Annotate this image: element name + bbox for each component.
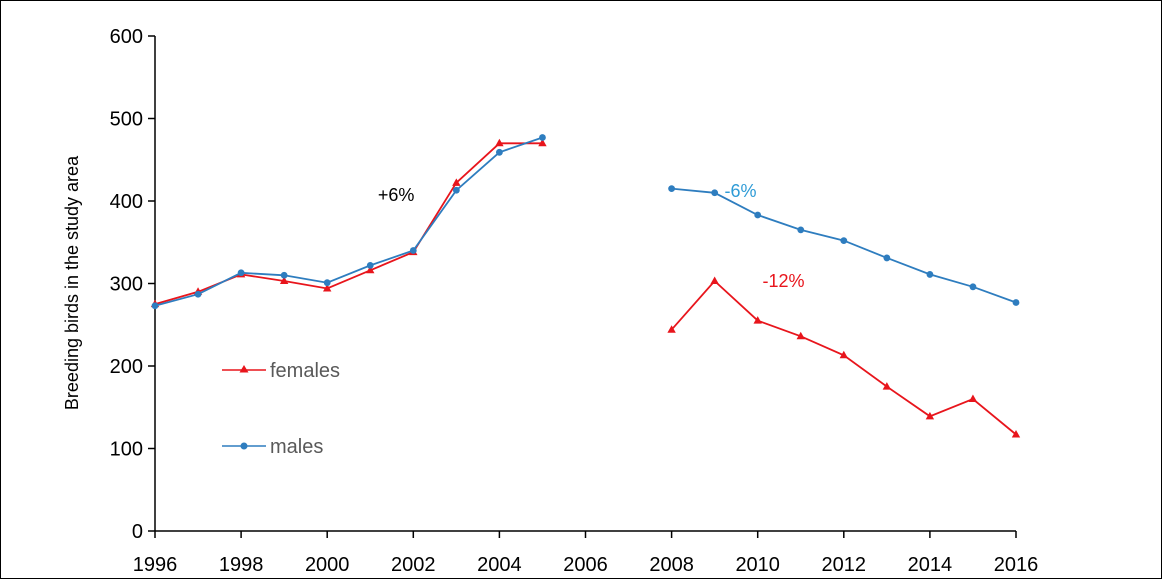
- females-point: [839, 350, 848, 359]
- females-point: [323, 283, 332, 292]
- x-axis-ticks: 1996 1998 2000 2002 2004 2006 2008 2010 2012 2014…: [133, 531, 1039, 576]
- males-point: [366, 261, 374, 269]
- x-tick-label: 2012: [822, 554, 867, 576]
- females-point: [882, 382, 892, 390]
- legend-males-label: males: [270, 436, 323, 458]
- legend-item-males: males: [222, 436, 323, 458]
- males-point: [840, 237, 848, 245]
- x-tick-label: 2000: [305, 554, 350, 576]
- x-tick-label: 2014: [908, 554, 953, 576]
- legend-item-females: females: [222, 360, 340, 382]
- y-tick-label: 200: [110, 356, 143, 378]
- x-tick-label: 1998: [219, 554, 264, 576]
- y-tick-label: 500: [110, 109, 143, 131]
- males-point: [797, 226, 805, 234]
- females-point: [968, 394, 978, 402]
- males-point: [452, 186, 460, 194]
- males-point: [1012, 299, 1020, 306]
- x-tick-label: 2002: [391, 554, 436, 576]
- males-point: [409, 247, 417, 254]
- x-tick-label: 2016: [994, 554, 1039, 576]
- males-point: [539, 134, 546, 141]
- y-tick-label: 300: [110, 274, 143, 296]
- females-point: [710, 276, 719, 285]
- males-point: [883, 254, 891, 262]
- females-point: [366, 265, 375, 274]
- x-tick-label: 2008: [649, 554, 694, 576]
- y-tick-label: 100: [110, 439, 143, 461]
- males-line: [671, 187, 1017, 304]
- females-line: [154, 142, 543, 305]
- y-tick-label: 400: [110, 191, 143, 213]
- annotation-label: +6%: [378, 185, 415, 205]
- females-point: [279, 276, 289, 285]
- females-point: [753, 316, 762, 324]
- males-point: [323, 279, 331, 287]
- males-line: [154, 136, 543, 307]
- annotations: +6% -6% -12%: [378, 181, 805, 291]
- males-point: [711, 189, 719, 197]
- males-point: [151, 302, 159, 310]
- annotation-label: -12%: [763, 271, 805, 291]
- legend: females males: [222, 360, 340, 458]
- females-point: [495, 138, 504, 147]
- y-axis-title: Breeding birds in the study area: [62, 155, 82, 410]
- y-tick-label: 600: [110, 26, 143, 48]
- females-point: [667, 325, 676, 333]
- series-females: [150, 138, 1021, 438]
- males-point: [496, 148, 503, 156]
- legend-females-marker: [239, 365, 249, 373]
- x-tick-label: 1996: [133, 554, 178, 576]
- males-point: [237, 269, 245, 277]
- legend-males-marker: [240, 442, 248, 450]
- females-point: [796, 331, 805, 340]
- x-tick-label: 2006: [563, 554, 608, 576]
- males-point: [194, 290, 202, 298]
- x-tick-label: 2004: [477, 554, 522, 576]
- x-tick-label: 2010: [735, 554, 780, 576]
- males-point: [926, 271, 934, 278]
- series-layer: [150, 134, 1021, 438]
- females-point: [538, 138, 547, 147]
- males-point: [969, 283, 977, 291]
- females-point: [452, 178, 461, 186]
- annotation-label: -6%: [724, 181, 756, 201]
- males-point: [280, 271, 288, 279]
- males-point: [668, 185, 675, 193]
- females-point: [925, 411, 935, 420]
- y-axis-ticks: 0 100 200 300 400 500 600: [110, 26, 155, 543]
- y-tick-label: 0: [132, 521, 143, 543]
- series-males: [151, 134, 1020, 310]
- males-point: [754, 211, 762, 219]
- legend-females-label: females: [270, 360, 340, 382]
- females-point: [1011, 429, 1021, 438]
